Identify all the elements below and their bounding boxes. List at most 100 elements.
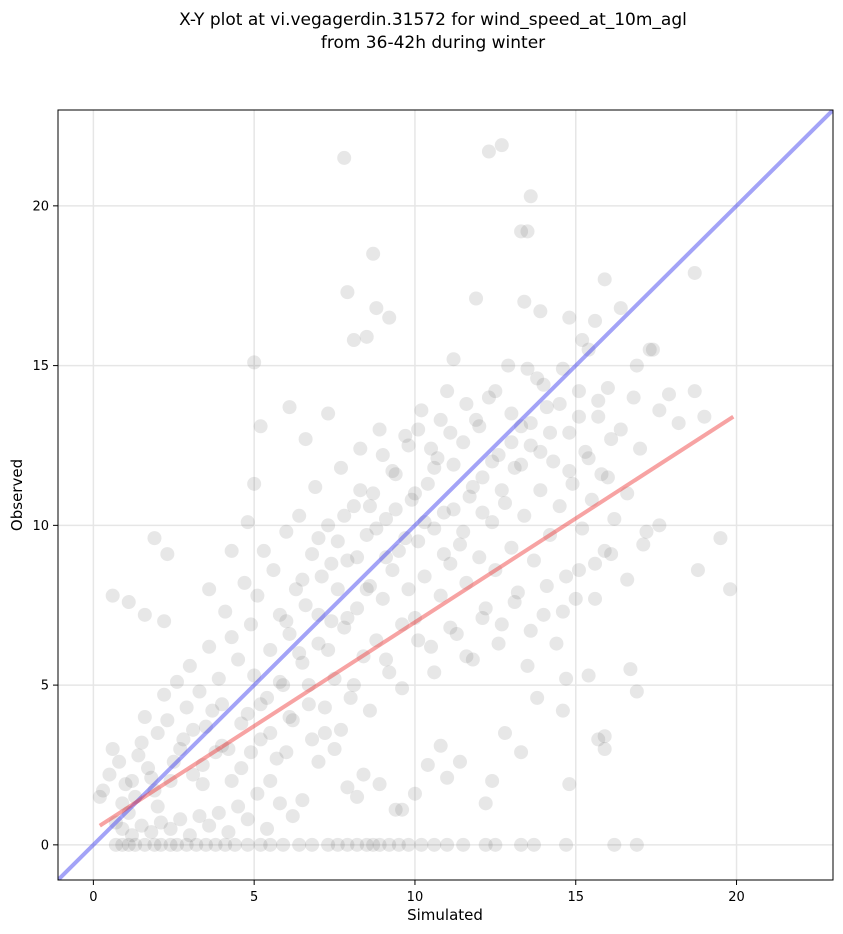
scatter-point	[295, 572, 310, 587]
scatter-point	[160, 547, 175, 562]
scatter-point	[250, 786, 265, 801]
scatter-point	[279, 614, 294, 629]
scatter-point	[459, 575, 474, 590]
scatter-point	[221, 825, 236, 840]
scatter-point	[369, 301, 384, 316]
scatter-point	[282, 710, 297, 725]
scatter-point	[452, 754, 467, 769]
scatter-point	[514, 419, 529, 434]
scatter-point	[613, 422, 628, 437]
scatter-point	[144, 770, 159, 785]
scatter-point	[514, 837, 529, 852]
scatter-point	[224, 630, 239, 645]
scatter-point	[211, 805, 226, 820]
scatter-point	[340, 837, 355, 852]
scatter-point	[494, 617, 509, 632]
scatter-point	[372, 777, 387, 792]
scatter-point	[202, 582, 217, 597]
scatter-point	[272, 607, 287, 622]
scatter-point	[575, 521, 590, 536]
scatter-point	[546, 454, 561, 469]
scatter-point	[359, 329, 374, 344]
scatter-point	[504, 540, 519, 555]
x-tick-label: 0	[89, 890, 97, 905]
scatter-point	[523, 416, 538, 431]
scatter-point	[195, 757, 210, 772]
scatter-point	[195, 777, 210, 792]
scatter-point	[359, 837, 374, 852]
scatter-point	[645, 342, 660, 357]
scatter-point	[321, 837, 336, 852]
scatter-point	[584, 492, 599, 507]
scatter-point	[600, 380, 615, 395]
scatter-point	[189, 837, 204, 852]
scatter-point	[385, 464, 400, 479]
scatter-point	[552, 499, 567, 514]
scatter-point	[375, 591, 390, 606]
scatter-point	[475, 505, 490, 520]
scatter-point	[137, 710, 152, 725]
scatter-point	[555, 703, 570, 718]
scatter-point	[446, 502, 461, 517]
scatter-point	[436, 505, 451, 520]
scatter-point	[382, 310, 397, 325]
scatter-point	[369, 633, 384, 648]
scatter-point	[523, 189, 538, 204]
scatter-point	[243, 617, 258, 632]
scatter-point	[350, 550, 365, 565]
scatter-point	[517, 508, 532, 523]
scatter-point	[629, 837, 644, 852]
scatter-point	[395, 617, 410, 632]
scatter-point	[462, 489, 477, 504]
scatter-point	[411, 633, 426, 648]
scatter-point	[436, 547, 451, 562]
scatter-point	[633, 441, 648, 456]
scatter-point	[157, 614, 172, 629]
scatter-point	[108, 815, 123, 830]
scatter-point	[362, 499, 377, 514]
scatter-point	[182, 828, 197, 843]
scatter-point	[565, 476, 580, 491]
scatter-point	[353, 441, 368, 456]
scatter-point	[549, 636, 564, 651]
scatter-point	[128, 789, 143, 804]
scatter-point	[163, 773, 178, 788]
scatter-point	[186, 767, 201, 782]
scatter-point	[321, 518, 336, 533]
scatter-point	[333, 722, 348, 737]
x-tick-label: 20	[728, 890, 745, 905]
scatter-point	[240, 515, 255, 530]
scatter-point	[141, 761, 156, 776]
scatter-point	[414, 403, 429, 418]
scatter-point	[420, 757, 435, 772]
scatter-point	[514, 745, 529, 760]
scatter-point	[588, 556, 603, 571]
scatter-point	[530, 371, 545, 386]
scatter-point	[440, 837, 455, 852]
scatter-point	[607, 511, 622, 526]
scatter-point	[494, 483, 509, 498]
scatter-point	[231, 652, 246, 667]
scatter-point	[330, 837, 345, 852]
scatter-point	[571, 409, 586, 424]
scatter-point	[366, 246, 381, 261]
scatter-point	[173, 812, 188, 827]
scatter-point	[282, 626, 297, 641]
scatter-point	[504, 435, 519, 450]
scatter-point	[362, 579, 377, 594]
scatter-point	[340, 780, 355, 795]
scatter-point	[253, 837, 268, 852]
scatter-point	[179, 837, 194, 852]
scatter-point	[620, 572, 635, 587]
scatter-point	[137, 607, 152, 622]
scatter-point	[124, 828, 139, 843]
scatter-point	[366, 486, 381, 501]
scatter-point	[520, 224, 535, 239]
scatter-point	[504, 406, 519, 421]
scatter-point	[507, 595, 522, 610]
scatter-point	[234, 716, 249, 731]
scatter-point	[395, 681, 410, 696]
scatter-point	[514, 224, 529, 239]
scatter-point	[247, 668, 262, 683]
scatter-point	[317, 726, 332, 741]
